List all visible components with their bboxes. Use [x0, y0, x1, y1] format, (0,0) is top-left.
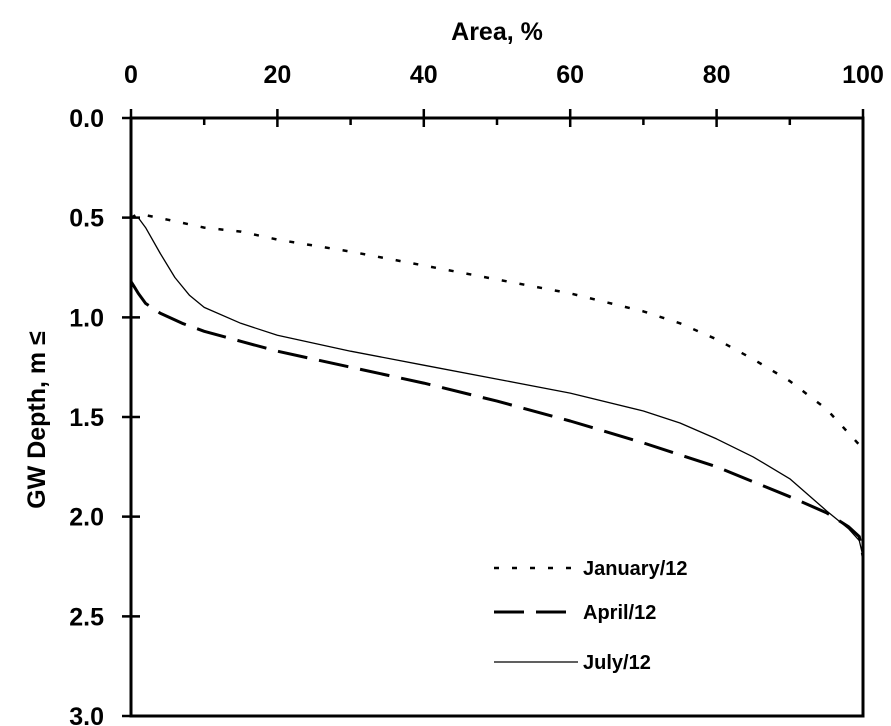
y-axis-title: GW Depth, m ≤ [23, 331, 51, 509]
x-tick-label: 60 [556, 61, 584, 89]
x-tick-label: 20 [263, 61, 291, 89]
y-axis-ticks: 0.0 0.5 1.0 1.5 2.0 2.5 3.0 [69, 105, 140, 726]
y-tick-label: 1.0 [69, 304, 104, 332]
y-tick-label: 0.0 [69, 105, 104, 133]
y-tick-label: 1.5 [69, 404, 104, 432]
y-tick-label: 2.0 [69, 504, 104, 532]
legend-label: July/12 [583, 652, 651, 674]
series-line-july-12 [131, 217, 864, 557]
legend-label: January/12 [583, 558, 688, 580]
plot-area [129, 116, 865, 718]
series-line-january-12 [130, 212, 865, 461]
legend-label: April/12 [583, 602, 656, 624]
series-layer [129, 212, 865, 677]
x-tick-label: 40 [410, 61, 438, 89]
x-tick-label: 100 [842, 61, 884, 89]
y-tick-label: 0.5 [69, 205, 104, 233]
x-axis-ticks: 0 20 40 60 80 100 [124, 61, 884, 127]
y-tick-label: 2.5 [69, 603, 104, 631]
x-axis-title: Area, % [451, 18, 543, 46]
series-line-april-12 [129, 280, 865, 677]
y-tick-label: 3.0 [69, 703, 104, 726]
x-tick-label: 0 [124, 61, 138, 89]
legend: January/12 April/12 July/12 [494, 558, 688, 674]
x-tick-label: 80 [703, 61, 731, 89]
